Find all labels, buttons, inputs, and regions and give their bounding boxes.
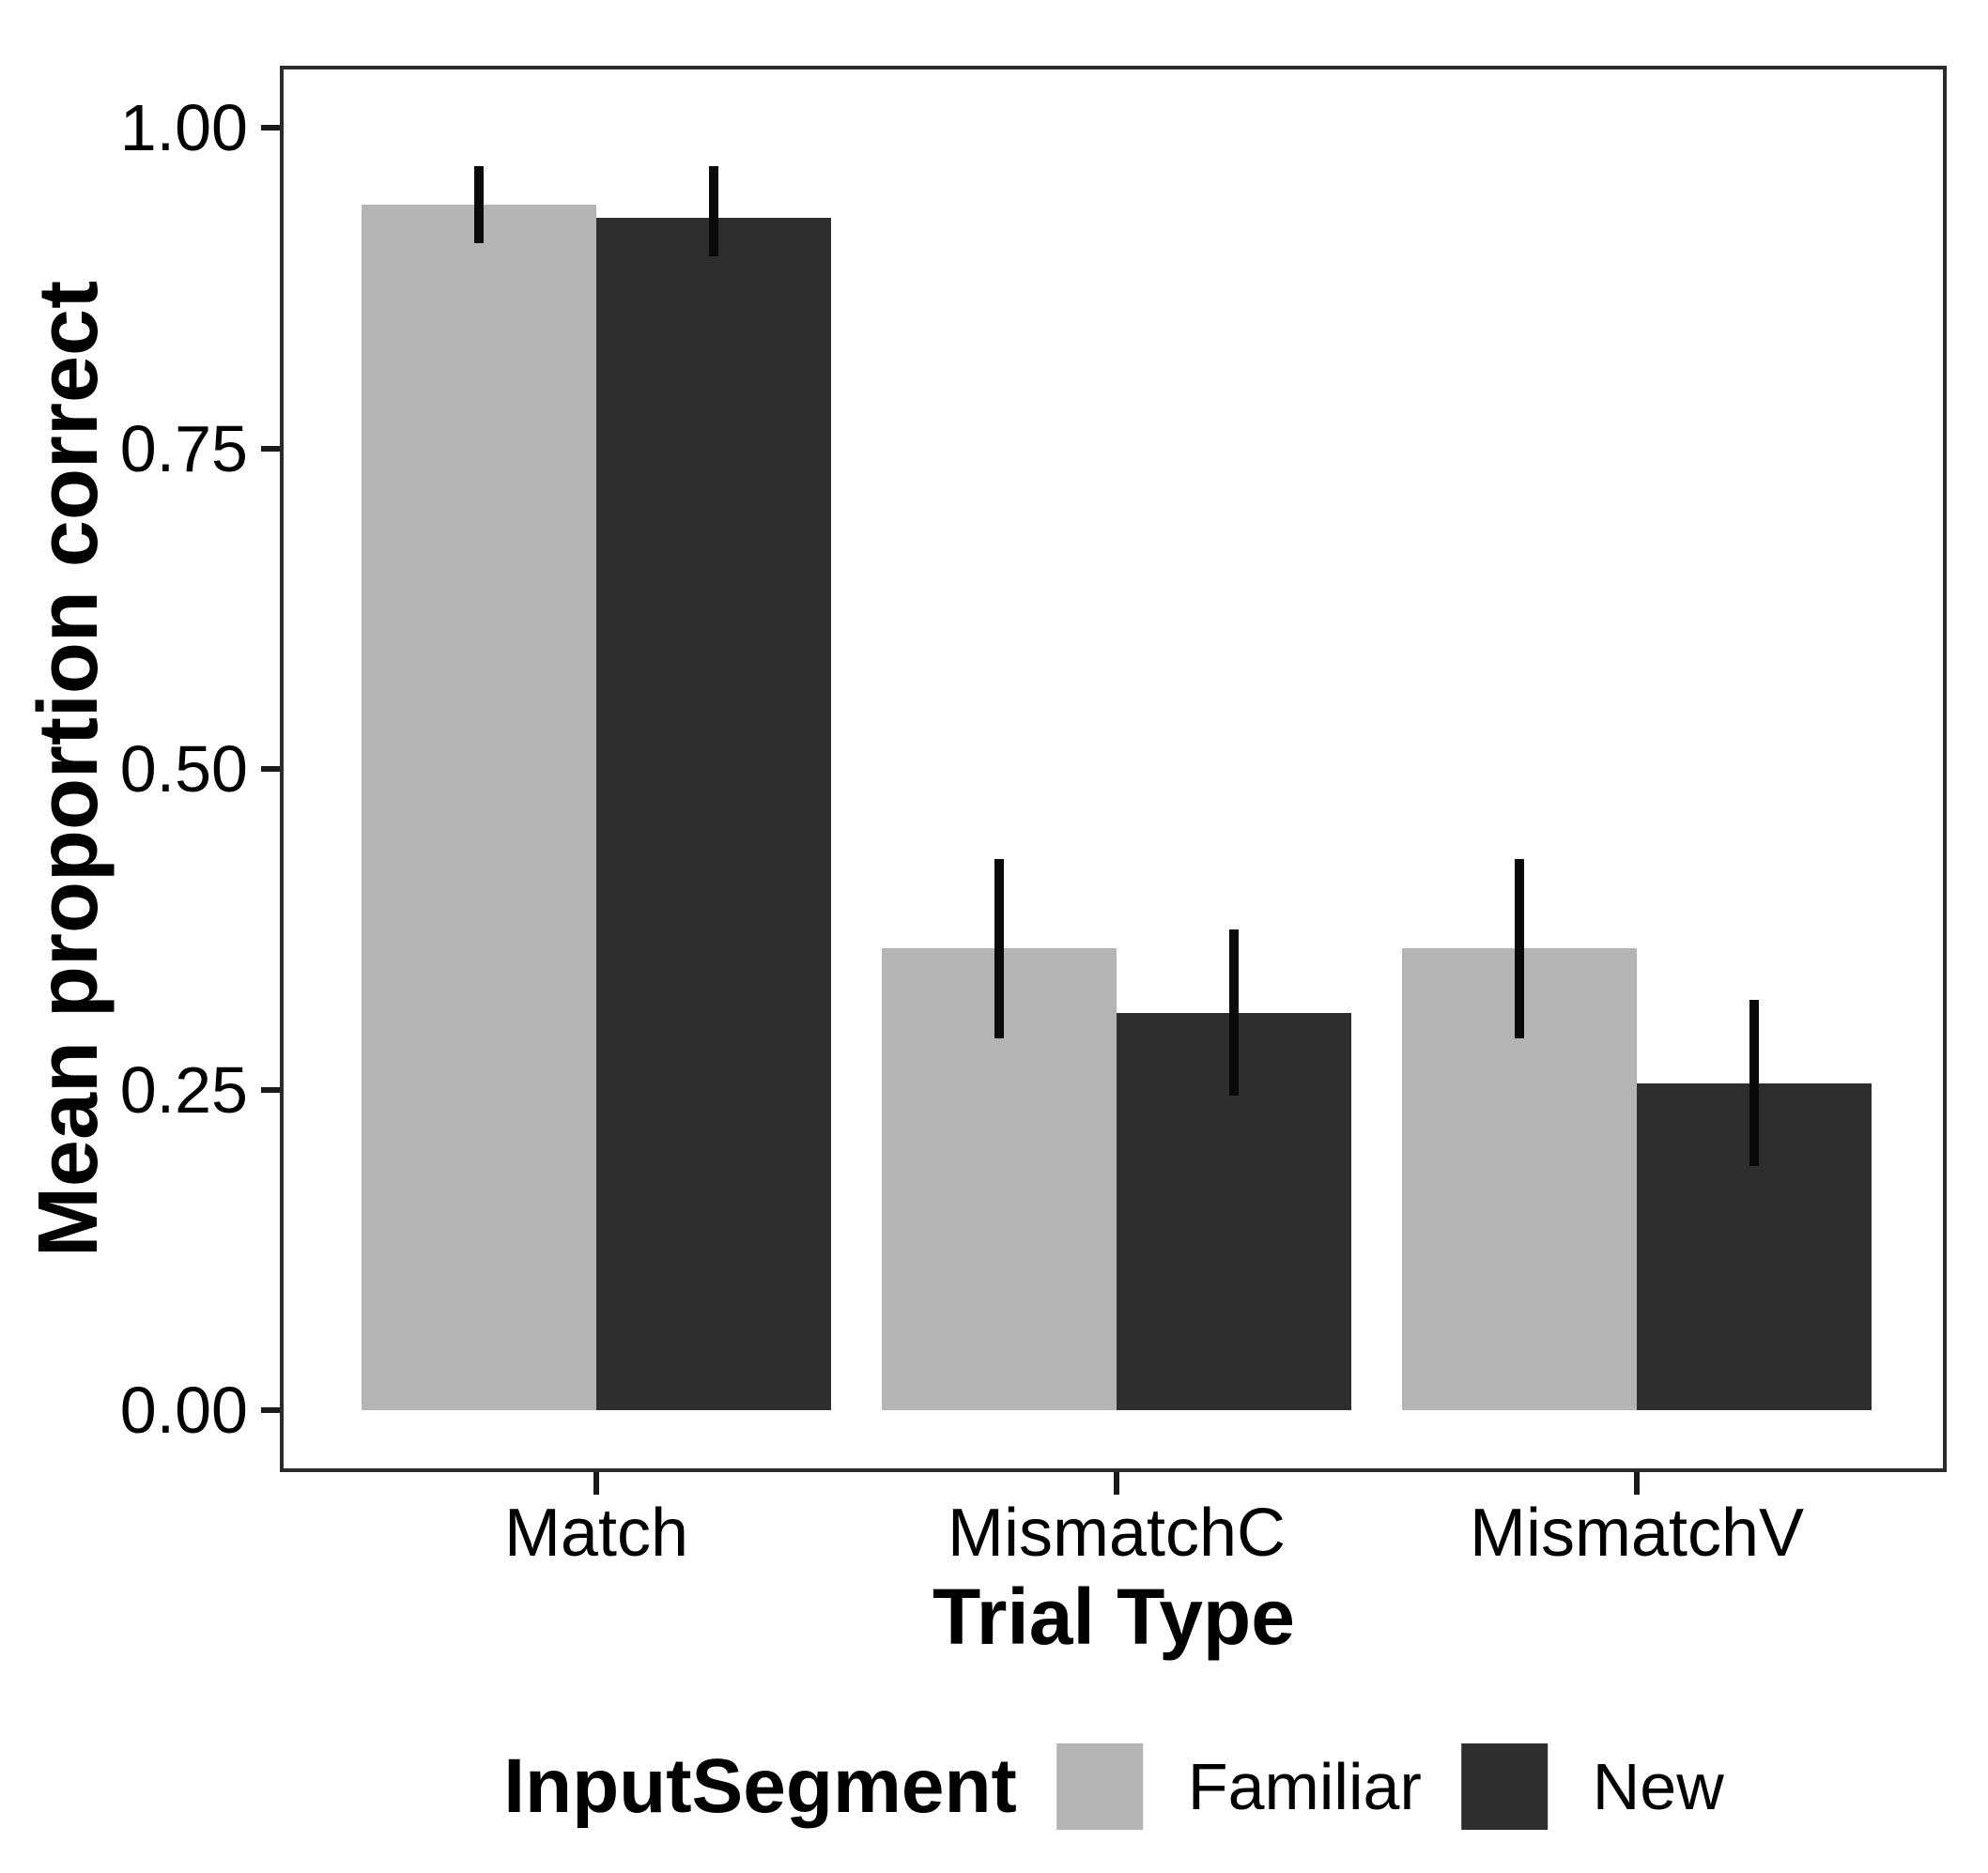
errorbar-familiar-mismatchc — [994, 858, 1004, 1038]
legend: InputSegment Familiar New — [503, 1743, 1724, 1830]
y-axis-tick-label: 0.25 — [119, 1052, 248, 1127]
x-axis-tick-mark — [593, 1472, 599, 1495]
x-axis-tick-mark — [1114, 1472, 1119, 1495]
x-axis-tick-mark — [1634, 1472, 1640, 1495]
errorbar-new-mismatchc — [1229, 929, 1239, 1097]
legend-title: InputSegment — [503, 1743, 1017, 1829]
y-axis-tick-label: 1.00 — [119, 91, 248, 164]
legend-swatch-new — [1460, 1743, 1548, 1830]
bar-familiar-match — [362, 204, 596, 1410]
x-axis-category-label-mismatchv: MismatchV — [1469, 1496, 1805, 1571]
y-axis-tick-mark — [261, 1407, 280, 1413]
x-axis-category-label-match: Match — [503, 1496, 689, 1571]
errorbar-new-match — [709, 165, 718, 256]
y-axis-tick-label: 0.50 — [119, 732, 248, 806]
errorbar-familiar-match — [474, 165, 484, 243]
x-axis-category-label-mismatchc: MismatchC — [947, 1496, 1287, 1571]
legend-label-new: New — [1592, 1750, 1724, 1823]
y-axis-tick-mark — [261, 766, 280, 772]
errorbar-familiar-mismatchv — [1515, 858, 1524, 1038]
plot-panel-border — [280, 66, 1947, 1472]
legend-label-familiar: Familiar — [1187, 1750, 1422, 1823]
legend-swatch-familiar — [1056, 1743, 1143, 1830]
y-axis-tick-mark — [261, 125, 280, 130]
errorbar-new-mismatchv — [1749, 999, 1759, 1167]
y-axis-tick-mark — [261, 445, 280, 452]
y-axis-tick-label: 0.00 — [119, 1374, 248, 1447]
y-axis-tick-label: 0.75 — [119, 411, 248, 485]
x-axis-title: Trial Type — [932, 1573, 1295, 1661]
bar-new-match — [596, 217, 831, 1410]
y-axis-tick-mark — [261, 1086, 280, 1093]
